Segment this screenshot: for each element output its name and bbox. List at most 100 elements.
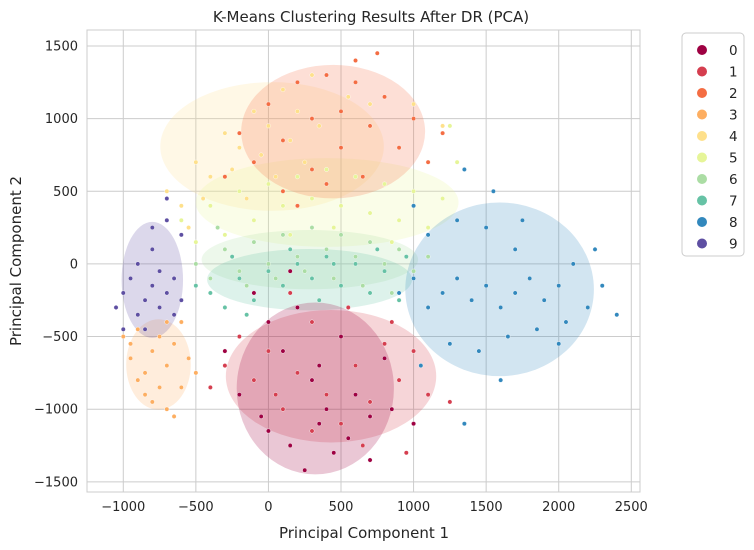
point-cluster-7 — [207, 290, 213, 296]
point-cluster-1 — [396, 377, 402, 383]
plot-background — [87, 30, 640, 492]
point-cluster-7 — [193, 283, 199, 289]
point-cluster-9 — [157, 305, 162, 310]
point-cluster-5 — [411, 188, 416, 194]
point-cluster-1 — [309, 319, 315, 325]
point-cluster-0 — [382, 355, 387, 361]
legend-label-7: 7 — [729, 194, 738, 210]
point-cluster-5 — [287, 232, 293, 238]
legend-label-2: 2 — [729, 86, 738, 102]
point-cluster-7 — [244, 312, 250, 318]
point-cluster-2 — [396, 145, 402, 151]
point-cluster-0 — [266, 428, 271, 434]
legend-label-3: 3 — [729, 108, 738, 124]
point-cluster-3 — [193, 370, 199, 376]
point-cluster-8 — [418, 363, 424, 369]
x-tick-label: 2000 — [542, 500, 575, 515]
point-cluster-6 — [396, 246, 402, 252]
point-cluster-8 — [440, 290, 446, 296]
point-cluster-0 — [367, 414, 373, 419]
point-cluster-8 — [556, 283, 562, 289]
point-cluster-8 — [505, 334, 511, 339]
point-cluster-7 — [367, 290, 373, 296]
legend-marker-2 — [697, 88, 707, 98]
point-cluster-6 — [295, 254, 300, 260]
point-cluster-7 — [338, 283, 344, 289]
point-cluster-6 — [309, 225, 315, 230]
point-cluster-6 — [389, 290, 395, 296]
point-cluster-1 — [251, 377, 257, 383]
point-cluster-8 — [570, 261, 576, 267]
chart-title: K-Means Clustering Results After DR (PCA… — [213, 8, 529, 26]
point-cluster-1 — [295, 370, 300, 376]
point-cluster-2 — [425, 159, 431, 165]
point-cluster-4 — [302, 159, 308, 165]
point-cluster-6 — [367, 239, 373, 245]
point-cluster-7 — [251, 297, 257, 303]
point-cluster-1 — [207, 384, 213, 390]
point-cluster-6 — [411, 268, 416, 274]
x-tick-label: 1000 — [397, 500, 430, 515]
legend-label-9: 9 — [729, 237, 738, 253]
point-cluster-4 — [273, 174, 279, 180]
legend-marker-1 — [697, 66, 707, 77]
x-axis-label: Principal Component 1 — [279, 524, 449, 542]
point-cluster-2 — [295, 79, 300, 85]
point-cluster-0 — [324, 406, 329, 412]
point-cluster-5 — [367, 210, 373, 216]
y-tick-label: 500 — [53, 185, 78, 200]
point-cluster-4 — [244, 196, 250, 201]
legend-label-4: 4 — [729, 129, 738, 145]
point-cluster-9 — [113, 305, 119, 310]
point-cluster-7 — [353, 261, 358, 267]
point-cluster-1 — [273, 392, 279, 398]
legend-marker-9 — [697, 238, 707, 249]
point-cluster-5 — [440, 196, 446, 201]
point-cluster-3 — [142, 392, 148, 398]
point-cluster-5 — [222, 232, 228, 238]
legend-marker-4 — [697, 131, 707, 141]
point-cluster-9 — [142, 326, 148, 332]
point-cluster-9 — [171, 276, 177, 281]
point-cluster-9 — [178, 232, 184, 238]
point-cluster-2 — [309, 116, 315, 122]
point-cluster-0 — [222, 348, 228, 354]
point-cluster-2 — [353, 58, 358, 63]
point-cluster-2 — [440, 130, 446, 136]
point-cluster-0 — [331, 450, 337, 456]
point-cluster-8 — [498, 377, 504, 383]
point-cluster-0 — [309, 377, 315, 383]
point-cluster-6 — [207, 276, 213, 281]
point-cluster-3 — [149, 399, 155, 405]
point-cluster-8 — [425, 305, 431, 310]
point-cluster-9 — [178, 297, 184, 303]
y-tick-label: 1000 — [45, 112, 78, 127]
point-cluster-0 — [316, 421, 322, 427]
y-tick-labels: −1500 −1000 −500 0 500 1000 1500 — [34, 39, 78, 490]
point-cluster-5 — [447, 123, 453, 129]
point-cluster-8 — [483, 283, 489, 289]
point-cluster-7 — [280, 283, 286, 289]
point-cluster-9 — [149, 225, 155, 230]
point-cluster-1 — [403, 450, 409, 456]
point-cluster-8 — [498, 305, 504, 310]
point-cluster-8 — [563, 319, 569, 325]
point-cluster-9 — [120, 326, 126, 332]
point-cluster-0 — [295, 305, 300, 310]
point-cluster-3 — [186, 355, 192, 361]
point-cluster-4 — [316, 123, 322, 129]
point-cluster-3 — [157, 384, 162, 390]
point-cluster-1 — [353, 363, 358, 369]
point-cluster-0 — [353, 392, 358, 398]
x-tick-labels: −1000 −500 0 500 1000 1500 2000 2500 — [101, 500, 648, 515]
point-cluster-8 — [534, 326, 540, 332]
y-tick-label: 1500 — [45, 39, 78, 54]
x-tick-label: 0 — [264, 500, 272, 515]
point-cluster-1 — [324, 392, 329, 398]
legend-marker-6 — [697, 174, 707, 184]
point-cluster-2 — [295, 203, 300, 209]
point-cluster-5 — [178, 217, 184, 223]
point-cluster-4 — [186, 225, 192, 230]
point-cluster-3 — [120, 334, 126, 339]
